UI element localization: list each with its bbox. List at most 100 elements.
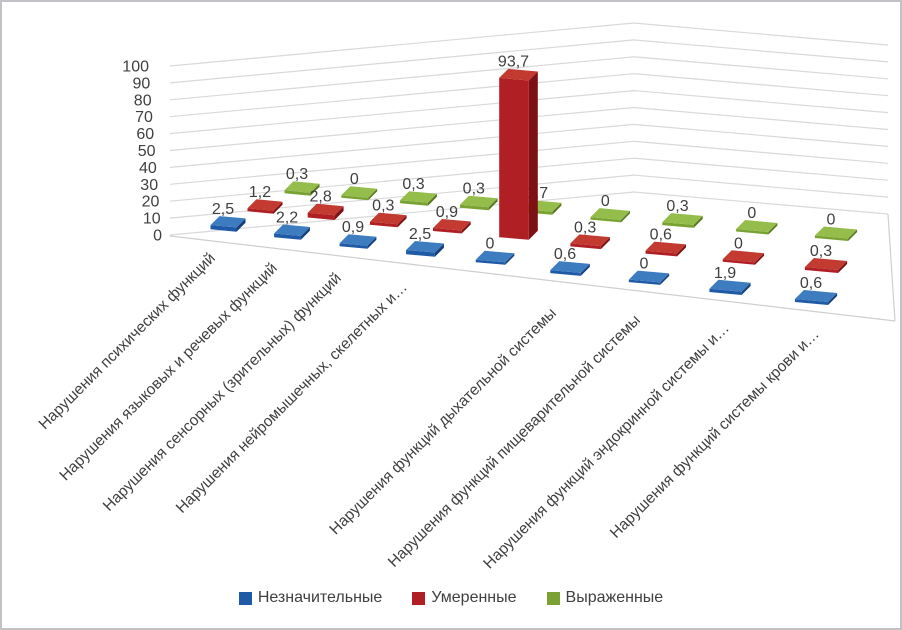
gridline bbox=[169, 191, 889, 236]
y-axis-tick-label: 60 bbox=[136, 126, 154, 143]
bar-Умеренные-cat5 bbox=[499, 68, 538, 240]
bar-top-face bbox=[590, 208, 630, 220]
legend-swatch-blue bbox=[238, 591, 252, 605]
bar-side-face bbox=[621, 210, 630, 223]
bar-side-face bbox=[367, 236, 377, 249]
bar-top-face bbox=[814, 226, 858, 239]
bar-Незначительные-cat3 bbox=[339, 234, 377, 249]
bar-top-face bbox=[369, 212, 407, 225]
data-label: 0 bbox=[827, 212, 836, 229]
bar-side-face bbox=[310, 183, 320, 196]
bar-side-face bbox=[528, 71, 538, 240]
data-label: 2,2 bbox=[276, 209, 298, 226]
bar-side-face bbox=[461, 221, 471, 234]
bar-Выраженные-cat1 bbox=[284, 181, 320, 196]
gridline bbox=[169, 73, 889, 118]
bar-side-face bbox=[434, 243, 444, 257]
bar-side-face bbox=[552, 202, 562, 215]
bar-Незначительные-cat4 bbox=[406, 241, 444, 257]
data-label: 0,3 bbox=[463, 181, 485, 198]
bar-front-face bbox=[590, 217, 621, 223]
bar-Умеренные-cat7 bbox=[645, 241, 686, 257]
bar-front-face bbox=[736, 229, 769, 235]
gridline bbox=[169, 123, 889, 168]
bar-top-face bbox=[284, 181, 320, 193]
bar-top-face bbox=[274, 224, 310, 236]
bar-side-face bbox=[660, 273, 670, 285]
bar-Умеренные-cat1 bbox=[247, 199, 283, 214]
bar-top-face bbox=[459, 195, 498, 208]
data-label: 0,3 bbox=[810, 243, 832, 260]
legend-label-vyrazhennye: Выраженные bbox=[565, 589, 664, 606]
bar-Незначительные-cat5 bbox=[475, 250, 515, 265]
bar-front-face bbox=[709, 288, 742, 295]
bar-side-face bbox=[334, 206, 344, 220]
bar-side-face bbox=[741, 282, 751, 295]
bar-front-face bbox=[210, 225, 237, 232]
legend-swatch-green bbox=[546, 591, 560, 605]
bar-side-face bbox=[488, 198, 498, 211]
bar-front-face bbox=[307, 212, 335, 220]
data-label: 0,3 bbox=[372, 198, 394, 215]
series-2-labels: 0,300,30,31,700,300 bbox=[286, 166, 836, 229]
bar-top-face bbox=[722, 250, 764, 263]
floor-front-edge bbox=[169, 235, 896, 322]
gridline bbox=[169, 22, 889, 67]
y-axis-tick-label: 70 bbox=[135, 109, 153, 126]
data-label: 0 bbox=[640, 256, 649, 273]
bar-side-face bbox=[580, 263, 590, 276]
bar-top-face bbox=[570, 234, 610, 247]
bar-Незначительные-cat7 bbox=[628, 270, 670, 285]
bar-Умеренные-cat8 bbox=[722, 250, 764, 265]
bar-side-face bbox=[368, 188, 378, 201]
bar-Выраженные-cat8 bbox=[736, 220, 778, 235]
y-axis-tick-label: 90 bbox=[133, 75, 151, 92]
data-label: 1,9 bbox=[714, 265, 736, 282]
bar-Выраженные-cat7 bbox=[662, 213, 703, 228]
bar-Незначительные-cat9 bbox=[794, 290, 838, 305]
gridline bbox=[169, 140, 889, 185]
bar-Умеренные-cat3 bbox=[369, 212, 407, 228]
data-label: 0 bbox=[486, 236, 495, 253]
data-label: 1,2 bbox=[249, 184, 271, 201]
bar-front-face bbox=[550, 270, 581, 276]
data-label: 2,5 bbox=[212, 201, 234, 218]
bar-Незначительные-cat1 bbox=[210, 216, 246, 232]
bar-top-face bbox=[339, 234, 377, 246]
bar-Умеренные-cat6 bbox=[570, 234, 610, 250]
bar-front-face bbox=[247, 208, 274, 214]
bar-top-face bbox=[247, 199, 283, 211]
bar-side-face bbox=[273, 201, 283, 214]
bar-Выраженные-cat3 bbox=[400, 191, 437, 206]
bar-front-face bbox=[814, 235, 849, 241]
bar-top-face bbox=[475, 250, 515, 263]
series-1-bars bbox=[247, 68, 848, 273]
bar-front-face bbox=[499, 77, 529, 240]
series-2-bars bbox=[284, 181, 858, 241]
bar-top-face bbox=[406, 241, 444, 253]
bar-Умеренные-cat2 bbox=[307, 203, 344, 220]
bar-Выраженные-cat9 bbox=[814, 226, 858, 241]
chart-legend: Незначительные Умеренные Выраженные bbox=[2, 590, 900, 606]
bar-top-face bbox=[307, 203, 344, 216]
bar-top-face bbox=[804, 258, 848, 270]
data-label: 0,3 bbox=[666, 198, 688, 215]
data-label: 2,5 bbox=[409, 226, 431, 243]
gridlines bbox=[169, 22, 896, 322]
legend-swatch-red bbox=[412, 591, 426, 605]
bar-Умеренные-cat9 bbox=[804, 258, 848, 273]
bar-front-face bbox=[284, 190, 311, 196]
bar-top-face bbox=[736, 220, 778, 232]
bar-front-face bbox=[804, 267, 839, 273]
bar-Незначительные-cat6 bbox=[550, 261, 590, 276]
bar-side-face bbox=[236, 218, 246, 232]
data-label: 0,3 bbox=[286, 166, 308, 183]
y-axis-tick-label: 10 bbox=[143, 211, 161, 228]
data-label: 0 bbox=[350, 171, 359, 188]
data-label: 0,9 bbox=[436, 204, 458, 221]
series-0-bars bbox=[210, 216, 838, 305]
data-label: 0,3 bbox=[402, 176, 424, 193]
y-axis-tick-label: 40 bbox=[139, 160, 157, 177]
